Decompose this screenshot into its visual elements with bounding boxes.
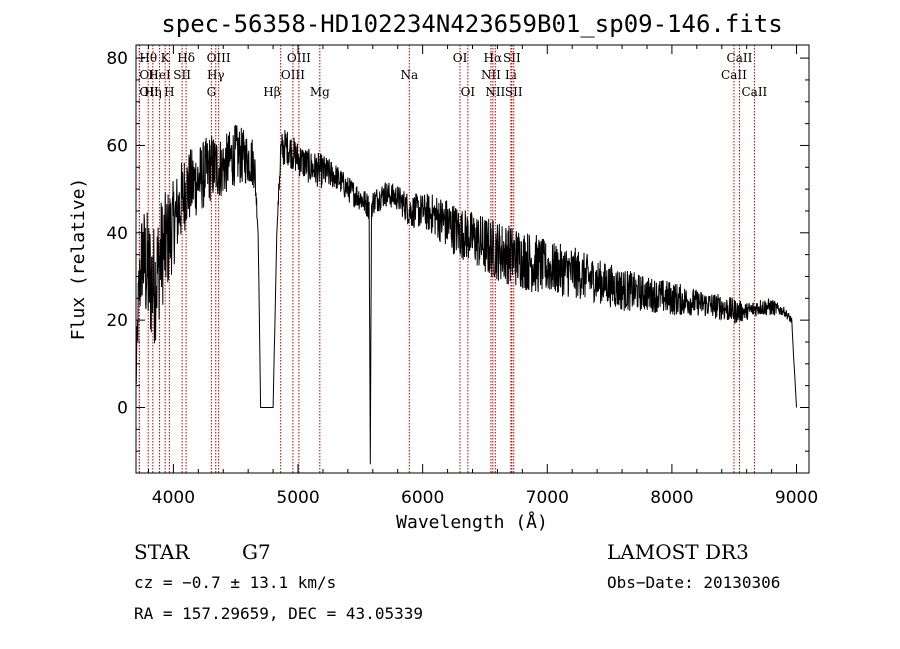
x-axis-ticks: 4000 5000 6000 7000 8000 9000 [147, 45, 818, 508]
spectral-line-label: G [207, 85, 217, 99]
observation-date: Obs−Date: 20130306 [607, 573, 780, 592]
spectral-line-label: OIII [287, 51, 311, 65]
x-tick-label: 6000 [401, 488, 444, 508]
spectral-line-label: OIII [207, 51, 231, 65]
spectral-line-label: Na [400, 68, 418, 82]
spectral-line-label: OII [139, 85, 159, 99]
y-axis-label: Flux (relative) [68, 178, 89, 341]
spectral-line-label: CaII [721, 68, 747, 82]
spectral-line-label: NII [481, 68, 501, 82]
spectral-line-label: OI [461, 85, 476, 99]
x-tick-label: 7000 [526, 488, 569, 508]
spectral-line-label: CaII [727, 51, 753, 65]
x-tick-label: 5000 [276, 488, 319, 508]
spectral-line-label: OIII [281, 68, 305, 82]
chart-title: spec-56358-HD102234N423659B01_sp09-146.f… [161, 10, 782, 38]
spectral-line-label: SII [505, 85, 523, 99]
spectral-line-label: Hη [144, 85, 162, 99]
y-tick-label: 80 [106, 49, 128, 69]
spectral-line-label: Li [505, 68, 517, 82]
spectral-line-label: K [161, 51, 171, 65]
spectral-line-label: NII [485, 85, 505, 99]
spectral-line-label: Hβ [263, 85, 280, 99]
spectral-line-label: HeI [148, 68, 171, 82]
spectral-line-markers: OIIOIIHθHηHeIKHSIIHδGHγOIIIHβOIIIOIIIMgN… [138, 45, 768, 473]
y-axis-ticks: 0 20 40 60 80 [106, 49, 809, 452]
spectral-line-label: Hδ [177, 51, 195, 65]
object-class: STAR [134, 540, 190, 564]
spectral-line-label: Hγ [207, 68, 225, 82]
y-tick-label: 40 [106, 224, 128, 244]
spectral-line-label: SII [173, 68, 191, 82]
spectral-line-label: Hα [484, 51, 503, 65]
x-axis-label: Wavelength (Å) [396, 511, 548, 533]
y-tick-label: 0 [117, 398, 128, 418]
spectrum-series [135, 124, 797, 465]
x-tick-label: 4000 [152, 488, 195, 508]
spectral-line-label: OI [453, 51, 468, 65]
survey-name: LAMOST DR3 [607, 540, 749, 564]
y-tick-label: 60 [106, 136, 128, 156]
y-tick-label: 20 [106, 311, 128, 331]
coordinates-readout: RA = 157.29659, DEC = 43.05339 [134, 604, 423, 623]
spectral-line-label: SII [503, 51, 521, 65]
x-tick-label: 9000 [775, 488, 818, 508]
spectral-line-label: Mg [310, 85, 330, 99]
object-subclass: G7 [242, 540, 271, 564]
spectrum-line [135, 124, 797, 465]
spectral-line-label: OII [139, 68, 159, 82]
redshift-readout: cz = −0.7 ± 13.1 km/s [134, 573, 336, 592]
spectral-line-label: H [164, 85, 174, 99]
spectral-line-label: CaII [741, 85, 767, 99]
x-tick-label: 8000 [650, 488, 693, 508]
plot-frame [135, 44, 810, 474]
